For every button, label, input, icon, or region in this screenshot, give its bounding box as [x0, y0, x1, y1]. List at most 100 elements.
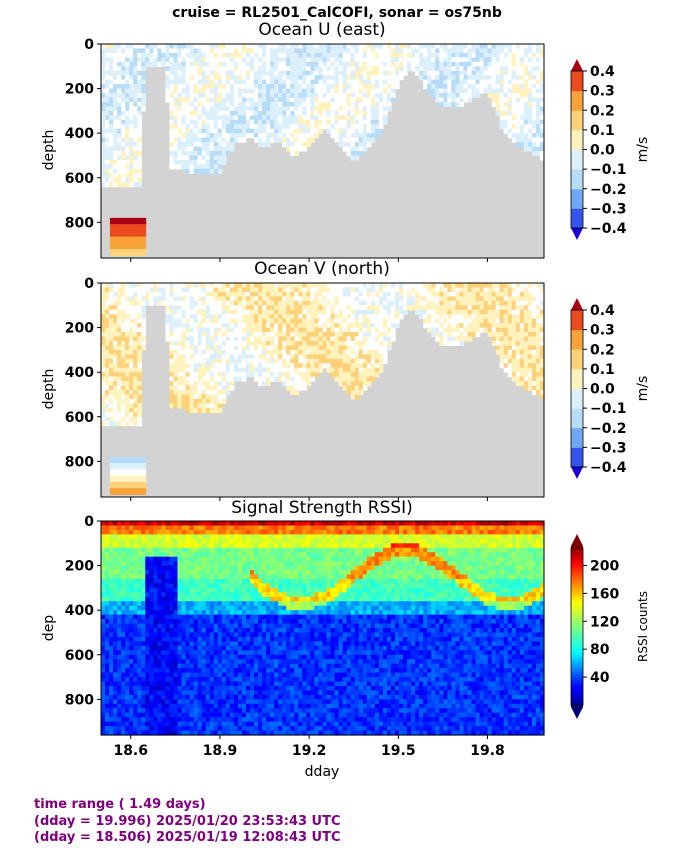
heatmap-cell	[423, 291, 428, 297]
heatmap-cell	[338, 358, 344, 364]
heatmap-cell	[531, 142, 537, 148]
heatmap-cell	[531, 354, 537, 360]
heatmap-cell	[113, 421, 118, 427]
heatmap-cell	[358, 151, 364, 157]
heatmap-cell	[499, 323, 505, 329]
heatmap-cell	[201, 394, 207, 400]
heatmap-cell	[205, 151, 211, 157]
heatmap-cell	[225, 101, 231, 108]
heatmap-cell	[177, 336, 183, 342]
heatmap-cell	[141, 84, 146, 90]
heatmap-cell	[499, 119, 505, 125]
heatmap-cell	[241, 93, 247, 99]
heatmap-cell	[487, 323, 493, 329]
heatmap-cell	[338, 57, 344, 63]
heatmap-cell	[254, 287, 259, 293]
heatmap-cell	[507, 332, 513, 338]
heatmap-cell	[346, 88, 352, 94]
heatmap-cell	[225, 372, 231, 378]
heatmap-cell	[258, 363, 263, 369]
heatmap-cell	[342, 79, 348, 85]
heatmap-cell	[137, 398, 142, 404]
heatmap-cell	[262, 70, 267, 76]
heatmap-cell	[270, 354, 275, 360]
heatmap-cell	[318, 367, 324, 373]
heatmap-cell	[237, 133, 243, 139]
heatmap-cell	[153, 287, 158, 293]
deep-data-patch	[109, 456, 147, 495]
heatmap-cell	[539, 323, 545, 329]
heatmap-cell	[262, 75, 267, 81]
heatmap-cell	[201, 106, 207, 112]
heatmap-cell	[399, 48, 404, 54]
heatmap-cell	[334, 354, 340, 360]
heatmap-cell	[354, 390, 360, 396]
heatmap-cell	[382, 97, 388, 103]
heatmap-cell	[282, 372, 287, 378]
heatmap-cell	[250, 79, 255, 85]
heatmap-cell	[334, 314, 340, 320]
heatmap-cell	[121, 296, 126, 302]
heatmap-cell	[101, 416, 106, 422]
heatmap-cell	[109, 79, 114, 85]
heatmap-cell	[229, 115, 235, 121]
heatmap-cell	[539, 101, 545, 108]
heatmap-cell	[129, 48, 134, 54]
heatmap-cell	[245, 358, 251, 364]
heatmap-cell	[274, 84, 279, 90]
heatmap-cell	[213, 323, 219, 329]
heatmap-cell	[266, 48, 271, 54]
heatmap-cell	[274, 57, 279, 63]
heatmap-cell	[350, 390, 356, 396]
heatmap-cell	[278, 309, 283, 315]
heatmap-cell	[193, 336, 199, 342]
heatmap-cell	[306, 115, 312, 121]
heatmap-cell	[350, 133, 356, 139]
heatmap-cell	[531, 57, 537, 63]
heatmap-cell	[455, 88, 461, 94]
heatmap-cell	[241, 354, 247, 360]
heatmap-cell	[527, 354, 533, 360]
heatmap-cell	[507, 115, 513, 121]
heatmap-cell	[105, 587, 110, 593]
heatmap-cell	[515, 376, 521, 382]
heatmap-cell	[354, 287, 360, 293]
heatmap-cell	[330, 345, 336, 351]
heatmap-cell	[374, 349, 380, 355]
heatmap-cell	[278, 332, 283, 338]
heatmap-cell	[250, 133, 255, 139]
heatmap-cell	[109, 367, 114, 373]
heatmap-cell	[278, 367, 283, 373]
heatmap-cell	[519, 57, 525, 63]
heatmap-cell	[286, 124, 291, 130]
heatmap-cell	[221, 110, 227, 116]
heatmap-cell	[121, 349, 126, 355]
heatmap-cell	[181, 309, 187, 315]
heatmap-cell	[125, 159, 130, 165]
heatmap-cell	[419, 305, 424, 311]
heatmap-cell	[101, 128, 106, 134]
heatmap-cell	[131, 230, 136, 238]
colorbar-tick-label: 0.1	[590, 362, 615, 378]
heatmap-cell	[113, 592, 118, 598]
heatmap-cell	[443, 336, 448, 342]
heatmap-cell	[197, 110, 203, 116]
heatmap-cell	[314, 363, 320, 369]
heatmap-cell	[503, 340, 509, 347]
heatmap-cell	[370, 101, 376, 108]
heatmap-cell	[298, 354, 303, 360]
heatmap-cell	[435, 309, 440, 315]
heatmap-cell	[523, 309, 529, 315]
heatmap-cell	[266, 376, 271, 382]
heatmap-cell	[334, 75, 340, 81]
heatmap-cell	[390, 336, 396, 342]
heatmap-cell	[217, 314, 223, 320]
heatmap-cell	[463, 84, 469, 90]
heatmap-cell	[519, 48, 525, 54]
heatmap-cell	[109, 721, 114, 727]
heatmap-cell	[109, 61, 114, 67]
heatmap-cell	[314, 309, 320, 315]
heatmap-cell	[133, 367, 138, 373]
heatmap-cell	[370, 296, 376, 302]
heatmap-cell	[302, 372, 307, 378]
